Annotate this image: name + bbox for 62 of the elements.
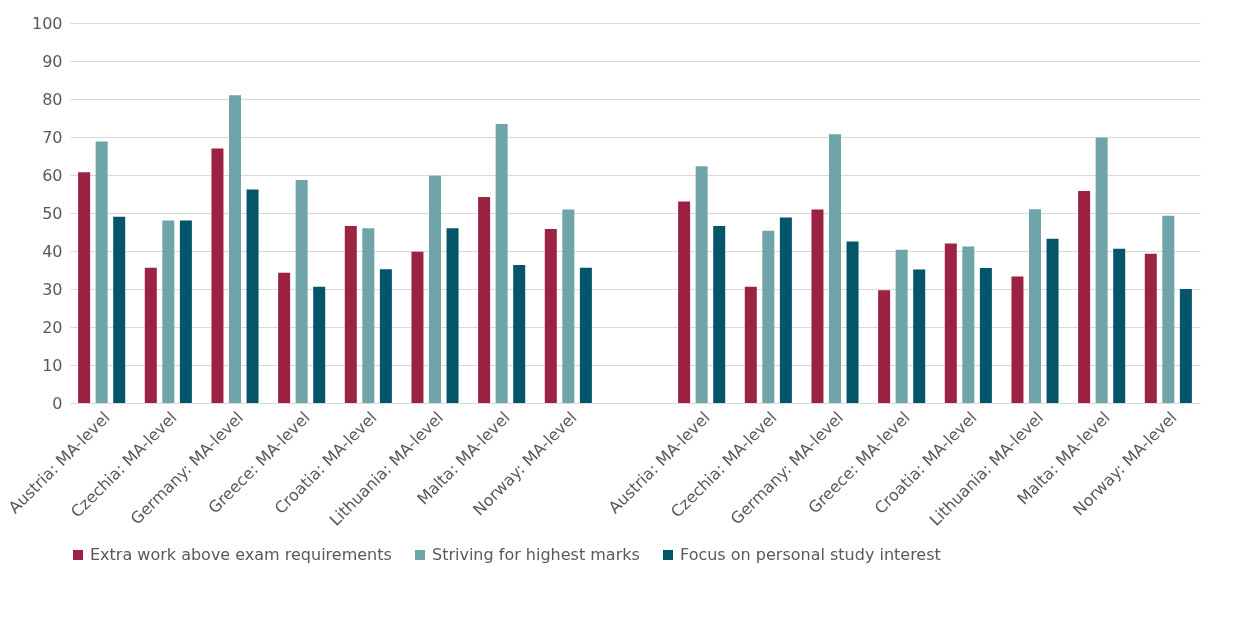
- bar: [695, 166, 708, 403]
- y-tick-label: 80: [42, 89, 63, 109]
- bar: [78, 172, 91, 403]
- bar: [1095, 137, 1108, 403]
- bar: [779, 217, 792, 403]
- bar: [379, 269, 392, 403]
- bar: [562, 209, 575, 403]
- bar: [962, 246, 975, 403]
- bar: [1046, 238, 1059, 403]
- bar: [113, 216, 126, 403]
- bar: [913, 269, 926, 403]
- bar: [179, 220, 192, 403]
- bar: [1162, 215, 1175, 403]
- bar: [495, 124, 508, 403]
- legend-label: Focus on personal study interest: [680, 545, 941, 564]
- bar: [846, 241, 859, 403]
- bar: [1078, 190, 1091, 403]
- bar: [678, 201, 691, 403]
- bar: [446, 228, 459, 403]
- bar: [895, 249, 908, 403]
- bar: [1029, 209, 1041, 403]
- bar: [1179, 289, 1192, 403]
- bar: [278, 272, 291, 403]
- bar: [144, 267, 157, 403]
- bar: [429, 175, 441, 403]
- bar: [162, 220, 175, 403]
- y-tick-label: 90: [42, 51, 63, 71]
- bar: [295, 179, 308, 403]
- bar: [411, 251, 424, 403]
- bar: [513, 265, 526, 403]
- bar: [229, 95, 241, 403]
- bar: [1144, 253, 1157, 403]
- bar: [579, 267, 592, 403]
- bar: [979, 268, 992, 403]
- bar: [944, 243, 957, 403]
- legend-label: Extra work above exam requirements: [90, 545, 392, 564]
- y-tick-label: 50: [42, 203, 63, 223]
- y-tick-label: 100: [31, 13, 63, 33]
- bar: [95, 141, 108, 403]
- bar: [1011, 276, 1024, 403]
- bar: [811, 209, 824, 403]
- bar: [744, 286, 757, 403]
- y-tick-label: 30: [42, 279, 63, 299]
- bar: [344, 225, 357, 403]
- y-tick-label: 10: [42, 355, 63, 375]
- legend-label: Striving for highest marks: [432, 545, 640, 564]
- bar: [762, 230, 775, 403]
- bar: [544, 228, 557, 403]
- y-tick-label: 60: [42, 165, 63, 185]
- bar: [878, 290, 891, 403]
- y-tick-label: 70: [42, 127, 63, 147]
- bar: [313, 286, 326, 403]
- y-tick-label: 20: [42, 317, 63, 337]
- bar: [829, 134, 841, 403]
- y-tick-label: 0: [52, 393, 63, 413]
- bar: [1113, 248, 1126, 403]
- bar: [246, 189, 259, 403]
- bar: [362, 228, 375, 403]
- bar: [211, 148, 224, 403]
- bar: [478, 197, 491, 403]
- y-tick-label: 40: [42, 241, 63, 261]
- bar: [713, 225, 726, 403]
